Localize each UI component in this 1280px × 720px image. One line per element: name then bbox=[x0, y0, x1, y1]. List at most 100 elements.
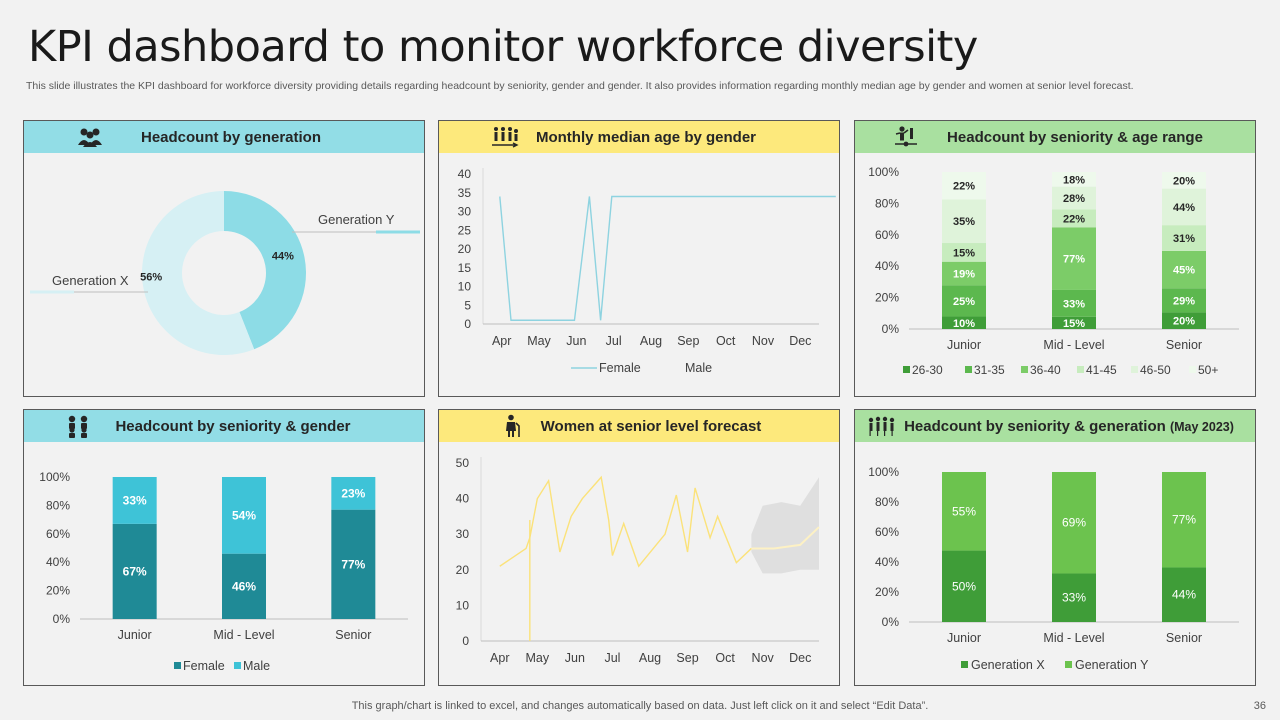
y-tick-label: 60% bbox=[875, 525, 899, 539]
y-tick-label: 30 bbox=[458, 205, 472, 219]
y-tick-label: 40 bbox=[456, 492, 470, 506]
x-tick-label: Dec bbox=[789, 334, 811, 348]
chart-seniority-age-range: 0% 20% 40% 60% 80% 100% 10% 25% 19% 15% 35% 22% Juni… bbox=[868, 165, 1239, 377]
panel-seniority-age-range: Headcount by seniority & age range 0% 20%… bbox=[854, 120, 1256, 397]
bar-data-label: 23% bbox=[341, 486, 365, 500]
bar-data-label: 45% bbox=[1173, 265, 1195, 277]
legend-swatch bbox=[1189, 366, 1196, 373]
panel-header: Headcount by generation bbox=[24, 121, 424, 153]
bar-data-label: 35% bbox=[953, 216, 975, 228]
y-tick-label: 100% bbox=[868, 165, 899, 179]
x-tick-label: Senior bbox=[1166, 338, 1202, 352]
elderly-woman-icon bbox=[506, 414, 520, 437]
legend-label: Male bbox=[243, 659, 270, 673]
legend-label: 31-35 bbox=[974, 363, 1005, 377]
legend-swatch bbox=[1131, 366, 1138, 373]
legend-swatch bbox=[965, 366, 972, 373]
x-tick-label: Apr bbox=[490, 651, 509, 665]
y-tick-label: 40 bbox=[458, 167, 472, 181]
legend-label: Generation Y bbox=[1075, 658, 1149, 672]
page-subtitle: This slide illustrates the KPI dashboard… bbox=[26, 80, 1134, 92]
bar-segment bbox=[1162, 172, 1206, 189]
bar-data-label: 19% bbox=[953, 269, 975, 281]
x-tick-label: Aug bbox=[639, 651, 661, 665]
bar-data-label: 50% bbox=[952, 579, 976, 593]
y-tick-label: 0% bbox=[882, 615, 900, 629]
legend-label: 50+ bbox=[1198, 363, 1218, 377]
bar-segment bbox=[1162, 225, 1206, 251]
footer-note: This graph/chart is linked to excel, and… bbox=[351, 700, 929, 712]
page-number: 36 bbox=[1253, 700, 1266, 712]
x-tick-label: Jul bbox=[606, 334, 622, 348]
legend-swatch bbox=[1077, 366, 1084, 373]
panel-header: Women at senior level forecast bbox=[439, 410, 839, 442]
panel-header: Headcount by seniority & generation (May… bbox=[855, 410, 1255, 442]
y-tick-label: 10 bbox=[458, 280, 472, 294]
bar-data-label: 77% bbox=[341, 557, 365, 571]
bar-segment bbox=[942, 472, 986, 551]
legend-label: Generation X bbox=[971, 658, 1045, 672]
legend-swatch bbox=[1021, 366, 1028, 373]
bar-segment bbox=[1162, 250, 1206, 289]
bar-segment bbox=[1162, 472, 1206, 568]
y-tick-label: 60% bbox=[875, 228, 899, 242]
bar-segment bbox=[1052, 209, 1096, 228]
legend-label: Female bbox=[183, 659, 225, 673]
bar-data-label: 67% bbox=[123, 564, 147, 578]
panel-title-suffix: (May 2023) bbox=[1169, 419, 1234, 434]
bar-data-label: 20% bbox=[1173, 175, 1195, 187]
x-tick-label: Dec bbox=[789, 651, 811, 665]
panel-title: Headcount by seniority & age range bbox=[947, 128, 1203, 146]
x-tick-label: Nov bbox=[752, 651, 775, 665]
y-tick-label: 20 bbox=[456, 563, 470, 577]
y-tick-label: 80% bbox=[875, 196, 899, 210]
x-tick-label: Senior bbox=[1166, 631, 1202, 645]
x-tick-label: May bbox=[527, 334, 551, 348]
y-tick-label: 50 bbox=[456, 456, 470, 470]
bar-data-label: 15% bbox=[953, 247, 975, 259]
y-tick-label: 0% bbox=[53, 612, 71, 626]
panel-monthly-median-age: Monthly median age by gender 0 5 10 15 20 25 3… bbox=[438, 120, 840, 397]
bar-data-label: 25% bbox=[953, 296, 975, 308]
panel-title: Headcount by seniority & generation (May… bbox=[904, 418, 1234, 435]
chart-seniority-gender: 0% 20% 40% 60% 80% 100% 67% 33% Junior 46% 54% Mid … bbox=[39, 470, 408, 673]
x-tick-label: May bbox=[526, 651, 550, 665]
x-tick-label: Mid - Level bbox=[1043, 338, 1104, 352]
family-age-icon bbox=[492, 127, 519, 148]
legend-label: 26-30 bbox=[912, 363, 943, 377]
bar-segment bbox=[1162, 188, 1206, 226]
chart-headcount-by-generation: 44% 56% Generation Y Generation X bbox=[30, 191, 420, 355]
x-tick-label: Junior bbox=[118, 628, 152, 642]
bar-segment bbox=[1052, 227, 1096, 290]
y-tick-label: 60% bbox=[46, 527, 70, 541]
bar-data-label: 44% bbox=[1173, 202, 1195, 214]
bar-data-label: 29% bbox=[1173, 295, 1195, 307]
bar-segment bbox=[942, 172, 986, 200]
x-tick-label: Mid - Level bbox=[213, 628, 274, 642]
bar-segment bbox=[112, 523, 157, 619]
bar-segment bbox=[942, 316, 986, 329]
bar-segment bbox=[942, 285, 986, 317]
bar-segment bbox=[1052, 316, 1096, 329]
x-tick-label: Sep bbox=[677, 334, 699, 348]
slice-name-label: Generation X bbox=[52, 273, 129, 288]
bar-data-label: 10% bbox=[953, 318, 975, 330]
y-tick-label: 40% bbox=[875, 259, 899, 273]
bar-data-label: 31% bbox=[1173, 233, 1195, 245]
bar-segment bbox=[942, 550, 986, 622]
bar-segment bbox=[1052, 172, 1096, 187]
x-tick-label: Aug bbox=[640, 334, 662, 348]
bar-segment bbox=[1162, 288, 1206, 313]
chart-women-senior-forecast: 0 10 20 30 40 50 Apr May Jun Jul Aug Sep Oct Nov Dec bbox=[456, 456, 820, 665]
legend-swatch bbox=[234, 662, 241, 669]
bar-data-label: 33% bbox=[1063, 298, 1085, 310]
panel-seniority-generation: Headcount by seniority & generation (May… bbox=[854, 409, 1256, 686]
y-tick-label: 15 bbox=[458, 261, 472, 275]
bar-data-label: 69% bbox=[1062, 516, 1086, 530]
bar-segment bbox=[1052, 472, 1096, 574]
people-group-icon bbox=[78, 128, 102, 147]
bar-segment bbox=[331, 509, 376, 619]
bar-data-label: 22% bbox=[1063, 213, 1085, 225]
legend-label: 36-40 bbox=[1030, 363, 1061, 377]
bar-segment bbox=[942, 199, 986, 244]
